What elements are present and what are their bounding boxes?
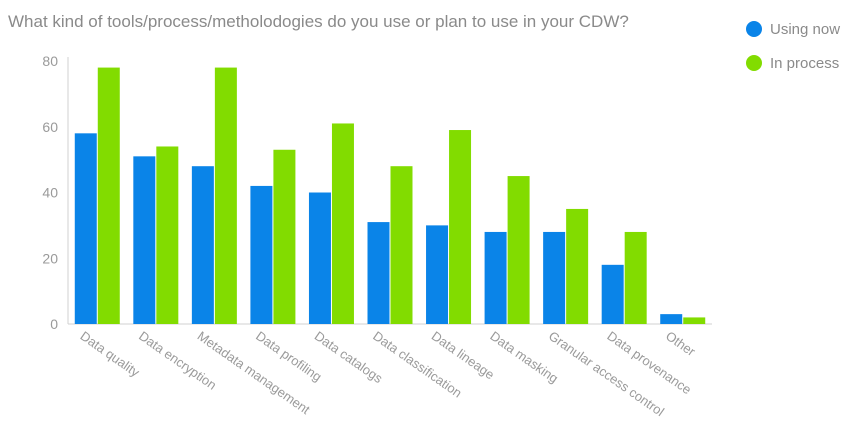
bar xyxy=(97,67,120,324)
legend-item-using-now[interactable]: Using now xyxy=(746,12,840,46)
bar xyxy=(543,231,566,324)
bar xyxy=(390,166,413,324)
bar xyxy=(507,176,530,324)
bar xyxy=(566,208,589,324)
bar xyxy=(308,192,331,324)
bar xyxy=(624,231,647,324)
y-tick-label: 60 xyxy=(42,119,58,135)
bar xyxy=(683,317,706,324)
bar xyxy=(449,130,472,324)
y-tick-label: 40 xyxy=(42,185,58,201)
x-tick-label: Other xyxy=(663,328,699,359)
legend-label-in-process: In process xyxy=(770,54,840,72)
bar xyxy=(367,222,390,324)
y-tick-label: 0 xyxy=(50,316,58,332)
bar xyxy=(484,231,507,324)
x-tick-label: Data quality xyxy=(78,328,143,380)
legend-swatch-using-now xyxy=(746,21,762,37)
bar xyxy=(214,67,237,324)
y-tick-label: 80 xyxy=(42,53,58,69)
chart-title: What kind of tools/process/metholodogies… xyxy=(8,12,629,31)
bar xyxy=(660,314,683,324)
bar xyxy=(74,133,97,324)
legend-label-using-now: Using now xyxy=(770,20,841,38)
bar xyxy=(191,166,214,324)
legend: Using now In process xyxy=(746,12,840,80)
bar xyxy=(250,185,273,324)
legend-item-in-process[interactable]: In process xyxy=(746,46,840,80)
bar xyxy=(331,123,354,325)
y-tick-label: 20 xyxy=(42,250,58,266)
legend-swatch-in-process xyxy=(746,55,762,71)
x-tick-label: Metadata management xyxy=(195,328,313,417)
bar xyxy=(133,156,156,324)
bar xyxy=(426,225,449,324)
bar xyxy=(156,146,179,324)
bar xyxy=(273,149,296,324)
bar xyxy=(601,264,624,324)
